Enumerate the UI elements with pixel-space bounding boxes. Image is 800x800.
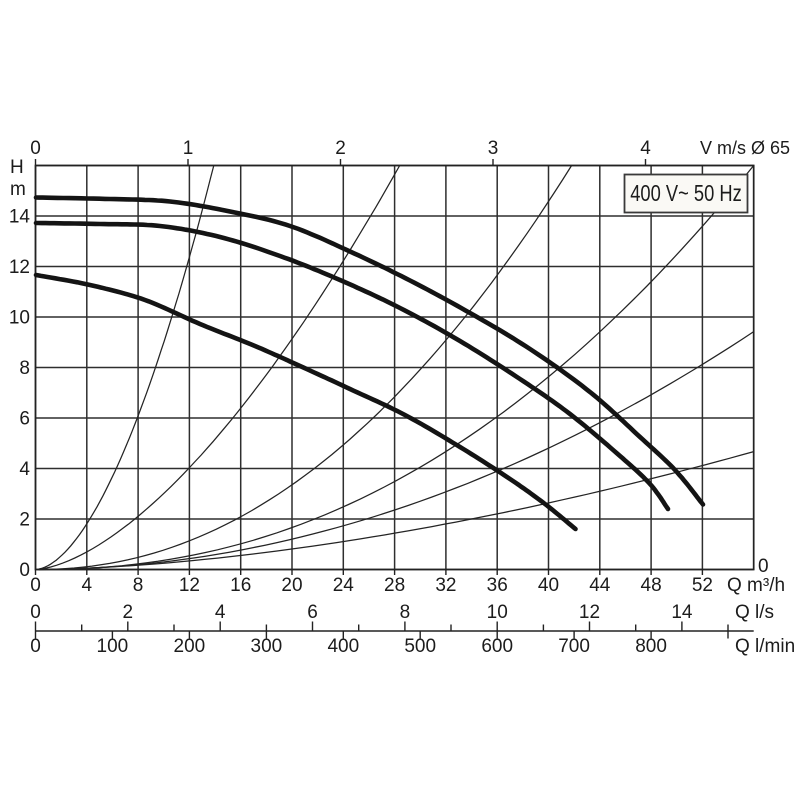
svg-text:800: 800 [635,636,667,657]
svg-text:12: 12 [9,257,30,278]
svg-text:600: 600 [481,636,513,657]
svg-text:0: 0 [758,556,769,577]
svg-text:100: 100 [97,636,129,657]
svg-text:8: 8 [19,358,30,379]
svg-text:16: 16 [230,575,251,596]
svg-text:700: 700 [558,636,590,657]
svg-text:6: 6 [19,409,30,430]
svg-text:10: 10 [9,308,30,329]
svg-text:Q m³/h: Q m³/h [727,575,785,596]
svg-text:200: 200 [174,636,206,657]
svg-text:0: 0 [30,138,41,159]
svg-text:52: 52 [692,575,713,596]
svg-text:2: 2 [19,510,30,531]
svg-text:1: 1 [183,138,194,159]
svg-text:Q l/min: Q l/min [735,636,795,657]
svg-text:400 V~ 50 Hz: 400 V~ 50 Hz [630,181,742,207]
svg-text:6: 6 [307,602,318,623]
svg-text:Q l/s: Q l/s [735,602,774,623]
svg-text:28: 28 [384,575,405,596]
svg-text:8: 8 [133,575,144,596]
svg-text:0: 0 [30,602,41,623]
svg-text:2: 2 [123,602,134,623]
svg-text:24: 24 [333,575,355,596]
svg-text:500: 500 [404,636,436,657]
svg-text:40: 40 [538,575,559,596]
svg-text:36: 36 [487,575,508,596]
svg-text:4: 4 [19,459,30,480]
svg-text:44: 44 [589,575,611,596]
svg-text:0: 0 [30,636,41,657]
svg-text:V m/s Ø 65: V m/s Ø 65 [700,138,790,158]
svg-text:4: 4 [215,602,226,623]
svg-text:14: 14 [9,207,31,228]
svg-text:H: H [10,157,24,178]
svg-text:0: 0 [19,560,30,581]
svg-text:8: 8 [400,602,411,623]
svg-text:2: 2 [335,138,346,159]
svg-text:32: 32 [435,575,456,596]
svg-text:400: 400 [327,636,359,657]
svg-text:20: 20 [281,575,302,596]
svg-text:10: 10 [487,602,508,623]
svg-text:12: 12 [579,602,600,623]
svg-text:48: 48 [641,575,662,596]
svg-text:12: 12 [179,575,200,596]
svg-text:300: 300 [251,636,283,657]
svg-text:4: 4 [640,138,651,159]
svg-text:4: 4 [82,575,93,596]
svg-text:14: 14 [671,602,693,623]
svg-text:m: m [10,179,26,200]
svg-text:0: 0 [30,575,41,596]
svg-text:3: 3 [488,138,499,159]
